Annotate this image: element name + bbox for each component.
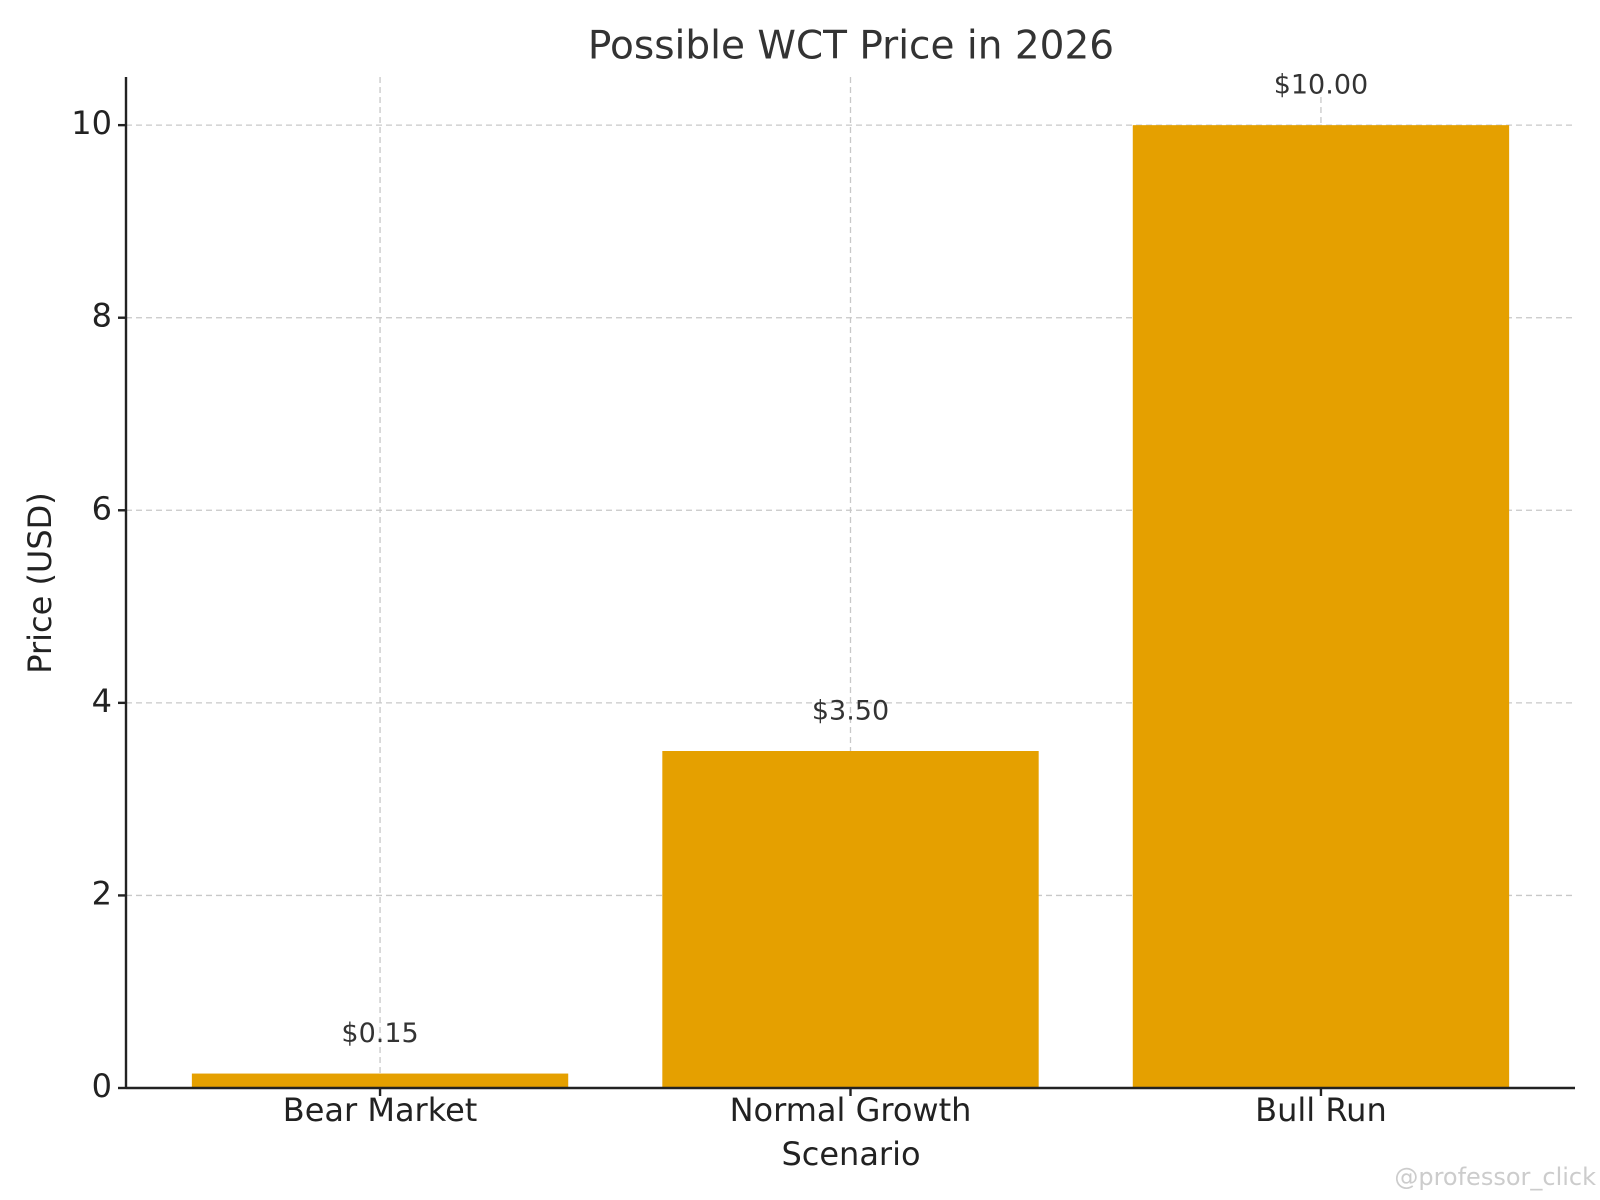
y-tick-label: 8 (92, 297, 112, 335)
x-tick-label: Normal Growth (730, 1091, 972, 1129)
y-axis-label: Price (USD) (21, 492, 59, 674)
y-tick-label: 4 (92, 682, 112, 720)
x-axis-label: Scenario (781, 1135, 920, 1173)
bar (662, 751, 1039, 1088)
x-tick-label: Bull Run (1255, 1091, 1387, 1129)
y-tick-label: 6 (92, 489, 112, 527)
y-tick-label: 0 (92, 1067, 112, 1105)
value-label: $10.00 (1274, 70, 1368, 101)
watermark: @professor_click (1394, 1163, 1596, 1191)
x-tick-label: Bear Market (283, 1091, 478, 1129)
value-label: $0.15 (341, 1018, 418, 1049)
bar (1132, 125, 1510, 1088)
bar (191, 1073, 569, 1088)
y-tick-label: 10 (71, 104, 112, 142)
chart-title: Possible WCT Price in 2026 (588, 24, 1114, 69)
value-label: $3.50 (812, 696, 889, 727)
y-tick-label: 2 (92, 874, 112, 912)
